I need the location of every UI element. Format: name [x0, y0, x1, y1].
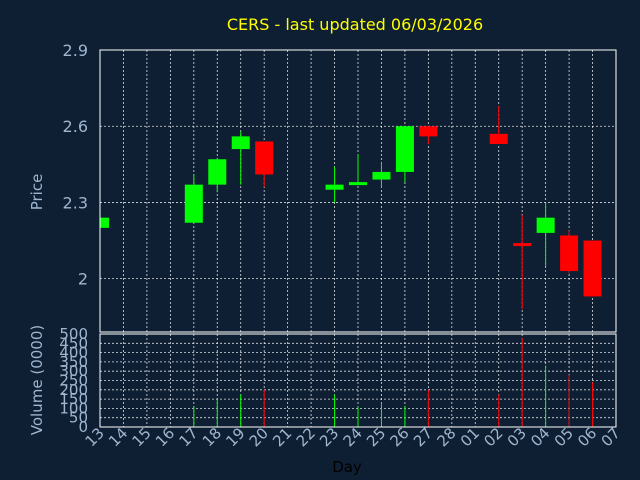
x-tick-label: 06	[574, 424, 600, 450]
price-plot-frame	[99, 49, 617, 333]
chart-title: CERS - last updated 06/03/2026	[227, 15, 483, 34]
candle-body	[208, 159, 227, 185]
x-tick-label: 17	[175, 424, 201, 450]
candle-body	[184, 184, 203, 223]
volume-tick-label: 200	[59, 381, 88, 399]
candle-body	[349, 182, 367, 186]
x-tick-label: 20	[246, 424, 272, 450]
volume-axis-label: Volume (0000)	[28, 325, 46, 435]
price-tick-label: 2	[78, 270, 88, 289]
x-tick-label: 05	[551, 424, 577, 450]
x-axis-label: Day	[332, 458, 362, 476]
candle-body	[583, 240, 602, 297]
x-tick-label: 15	[129, 424, 155, 450]
x-tick-label: 28	[433, 424, 459, 450]
volume-tick-label: 100	[59, 399, 88, 417]
volume-plot-frame	[99, 333, 617, 428]
x-tick-label: 04	[527, 424, 553, 450]
price-tick-label: 2.6	[63, 117, 88, 136]
x-tick-label: 24	[340, 424, 366, 450]
x-tick-label: 14	[105, 424, 131, 450]
price-tick-label: 2.3	[63, 193, 88, 212]
candle-body	[419, 126, 438, 137]
volume-tick-label: 450	[59, 334, 88, 352]
volume-tick-label: 400	[59, 344, 88, 362]
volume-tick-label: 50	[69, 409, 88, 427]
volume-tick-label: 0	[78, 418, 88, 436]
x-tick-label: 26	[387, 424, 413, 450]
candle-body	[100, 217, 109, 228]
x-tick-label: 01	[457, 424, 483, 450]
x-tick-label: 25	[363, 424, 389, 450]
candle-body	[325, 184, 344, 190]
price-axis-label: Price	[28, 174, 46, 211]
x-tick-label: 02	[480, 424, 506, 450]
x-tick-label: 19	[222, 424, 248, 450]
x-axis: 1314151617181920212223242526272801020304…	[82, 424, 624, 450]
x-tick-label: 21	[269, 424, 295, 450]
candle-body	[255, 141, 274, 175]
candle-body	[536, 217, 555, 233]
x-tick-label: 27	[410, 424, 436, 450]
candle-body	[395, 126, 414, 172]
candle-body	[560, 235, 579, 272]
price-panel: 2 2.3 2.6 2.9	[63, 41, 617, 333]
x-tick-label: 07	[598, 424, 624, 450]
candle-body	[231, 136, 250, 150]
candle-body	[513, 243, 532, 247]
x-tick-label: 18	[199, 424, 225, 450]
candle-body	[489, 133, 508, 144]
x-tick-label: 22	[293, 424, 319, 450]
price-tick-label: 2.9	[63, 41, 88, 60]
volume-tick-label: 500	[59, 325, 88, 343]
x-tick-label: 23	[316, 424, 342, 450]
volume-tick-label: 300	[59, 362, 88, 380]
x-tick-label: 03	[504, 424, 530, 450]
candle-body	[372, 171, 391, 180]
volume-tick-label: 350	[59, 353, 88, 371]
x-tick-label: 16	[152, 424, 178, 450]
volume-tick-label: 150	[59, 390, 88, 408]
volume-tick-label: 250	[59, 372, 88, 390]
